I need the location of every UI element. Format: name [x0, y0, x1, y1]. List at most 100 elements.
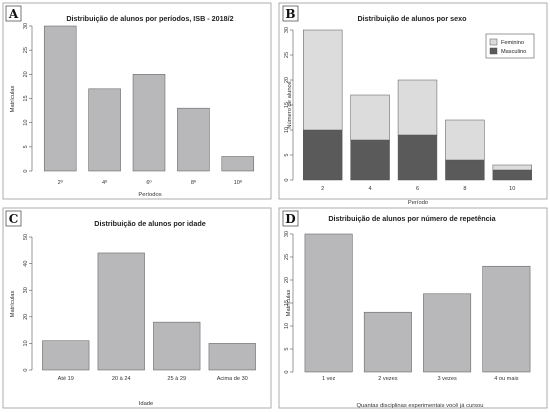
- panel-d: D Distribuição de alunos por número de re…: [278, 207, 548, 409]
- bar-masculino: [492, 169, 532, 181]
- y-axis-label: Número de alunos: [287, 81, 293, 128]
- bar-masculino: [445, 159, 485, 181]
- bar: [88, 88, 121, 172]
- bar-feminino: [492, 164, 532, 171]
- x-tick-label: 2º: [58, 179, 63, 186]
- x-tick-label: Até 19: [58, 376, 74, 382]
- y-tick-label: 25: [284, 254, 290, 260]
- y-tick-label: 30: [23, 287, 29, 293]
- panel-frame: [278, 2, 548, 200]
- y-tick-label: 25: [23, 47, 29, 53]
- y-tick-label: 30: [23, 23, 29, 29]
- x-axis-label: Período: [408, 200, 428, 206]
- bar-masculino: [397, 134, 438, 181]
- x-tick-label: 20 à 24: [112, 376, 131, 382]
- y-tick-label: 0: [23, 368, 29, 371]
- y-tick-label: 30: [284, 27, 290, 33]
- x-tick-label: 1 vez: [322, 376, 336, 382]
- y-tick-label: 10: [23, 340, 29, 346]
- panel-letter-box: [282, 5, 299, 22]
- x-tick-label: 10: [509, 186, 515, 192]
- panel-letter: C: [9, 212, 19, 226]
- bar-feminino: [303, 29, 343, 131]
- panel-frame: [278, 207, 548, 409]
- x-tick-label: 4: [369, 186, 372, 192]
- bar: [221, 156, 255, 172]
- x-tick-label: 8º: [191, 179, 196, 186]
- bar-masculino: [303, 129, 343, 181]
- panel-letter: B: [285, 7, 295, 21]
- y-tick-label: 30: [284, 231, 290, 237]
- bar: [208, 343, 256, 371]
- panel-c: C Distribuição de alunos por idade 0 10 20 30…: [2, 207, 272, 409]
- y-tick-label: 0: [284, 370, 290, 373]
- chart-title: Distribuição de alunos por número de rep…: [328, 214, 496, 223]
- x-axis-label: Idade: [139, 401, 154, 407]
- legend: Feminino Masculino: [485, 33, 535, 59]
- y-tick-label: 0: [23, 169, 29, 172]
- panel-letter-box: [5, 5, 22, 22]
- bar: [482, 265, 531, 373]
- y-tick-label: 5: [284, 347, 290, 350]
- bar: [304, 233, 353, 373]
- panel-a: A Distribuição de alunos por períodos, IS…: [2, 2, 272, 200]
- x-tick-label: 4º: [102, 179, 107, 186]
- panel-frame: [2, 207, 272, 409]
- y-tick-label: 15: [23, 95, 29, 101]
- y-axis-label: Matrículas: [10, 291, 16, 318]
- legend-label-feminino: Feminino: [501, 40, 524, 46]
- bar: [42, 340, 90, 371]
- panel-letter-box: [282, 210, 299, 227]
- bar: [363, 311, 412, 373]
- y-tick-label: 10: [23, 120, 29, 126]
- x-tick-label: 3 vezes: [437, 376, 456, 382]
- panel-b: B Distribuição de alunos por sexo 0 5 10 15 20…: [278, 2, 548, 206]
- bar-masculino: [350, 139, 390, 181]
- bar-feminino: [445, 119, 485, 161]
- x-tick-label: 6: [416, 186, 419, 192]
- y-tick-label: 40: [23, 260, 29, 266]
- legend-label-masculino: Masculino: [501, 49, 526, 55]
- panel-letter: A: [8, 7, 19, 21]
- y-tick-label: 10: [284, 127, 290, 133]
- y-tick-label: 5: [284, 153, 290, 156]
- bar: [43, 25, 77, 172]
- x-tick-label: 4 ou mais: [494, 376, 518, 382]
- x-tick-label: 8: [463, 186, 466, 192]
- x-tick-label: 2 vezes: [378, 376, 397, 382]
- legend-swatch-feminino: [489, 38, 498, 46]
- bar: [132, 74, 166, 172]
- x-tick-label: 6º: [146, 179, 151, 186]
- y-tick-label: 15: [284, 102, 290, 108]
- y-tick-label: 20: [23, 314, 29, 320]
- y-tick-label: 20: [284, 277, 290, 283]
- x-tick-label: 25 à 29: [167, 376, 186, 382]
- bar: [177, 107, 210, 172]
- y-tick-label: 20: [284, 77, 290, 83]
- y-tick-label: 5: [23, 145, 29, 148]
- y-tick-label: 0: [284, 178, 290, 181]
- y-axis-label: Matrículas: [10, 86, 16, 113]
- y-tick-label: 15: [284, 300, 290, 306]
- bar-feminino: [397, 79, 438, 136]
- chart-title: Distribuição de alunos por sexo: [357, 14, 467, 23]
- bar: [423, 293, 472, 373]
- panel-letter-box: [5, 210, 22, 227]
- x-tick-label: Acima de 30: [217, 376, 248, 382]
- y-tick-label: 10: [284, 323, 290, 329]
- bar: [97, 252, 145, 371]
- x-tick-label: 10º: [234, 179, 242, 186]
- y-tick-label: 25: [284, 52, 290, 58]
- x-axis-label: Períodos: [138, 192, 161, 198]
- legend-swatch-masculino: [489, 47, 498, 55]
- panel-letter: D: [285, 212, 295, 226]
- panel-frame: [2, 2, 272, 200]
- y-axis-label: Matrículas: [286, 290, 292, 317]
- y-tick-label: 20: [23, 71, 29, 77]
- x-axis-label: Quantas disciplinas experimentais você j…: [357, 403, 484, 409]
- bar-feminino: [350, 94, 390, 141]
- bar: [153, 321, 201, 371]
- chart-title: Distribuição de alunos por idade: [94, 219, 205, 228]
- x-tick-label: 2: [321, 186, 324, 192]
